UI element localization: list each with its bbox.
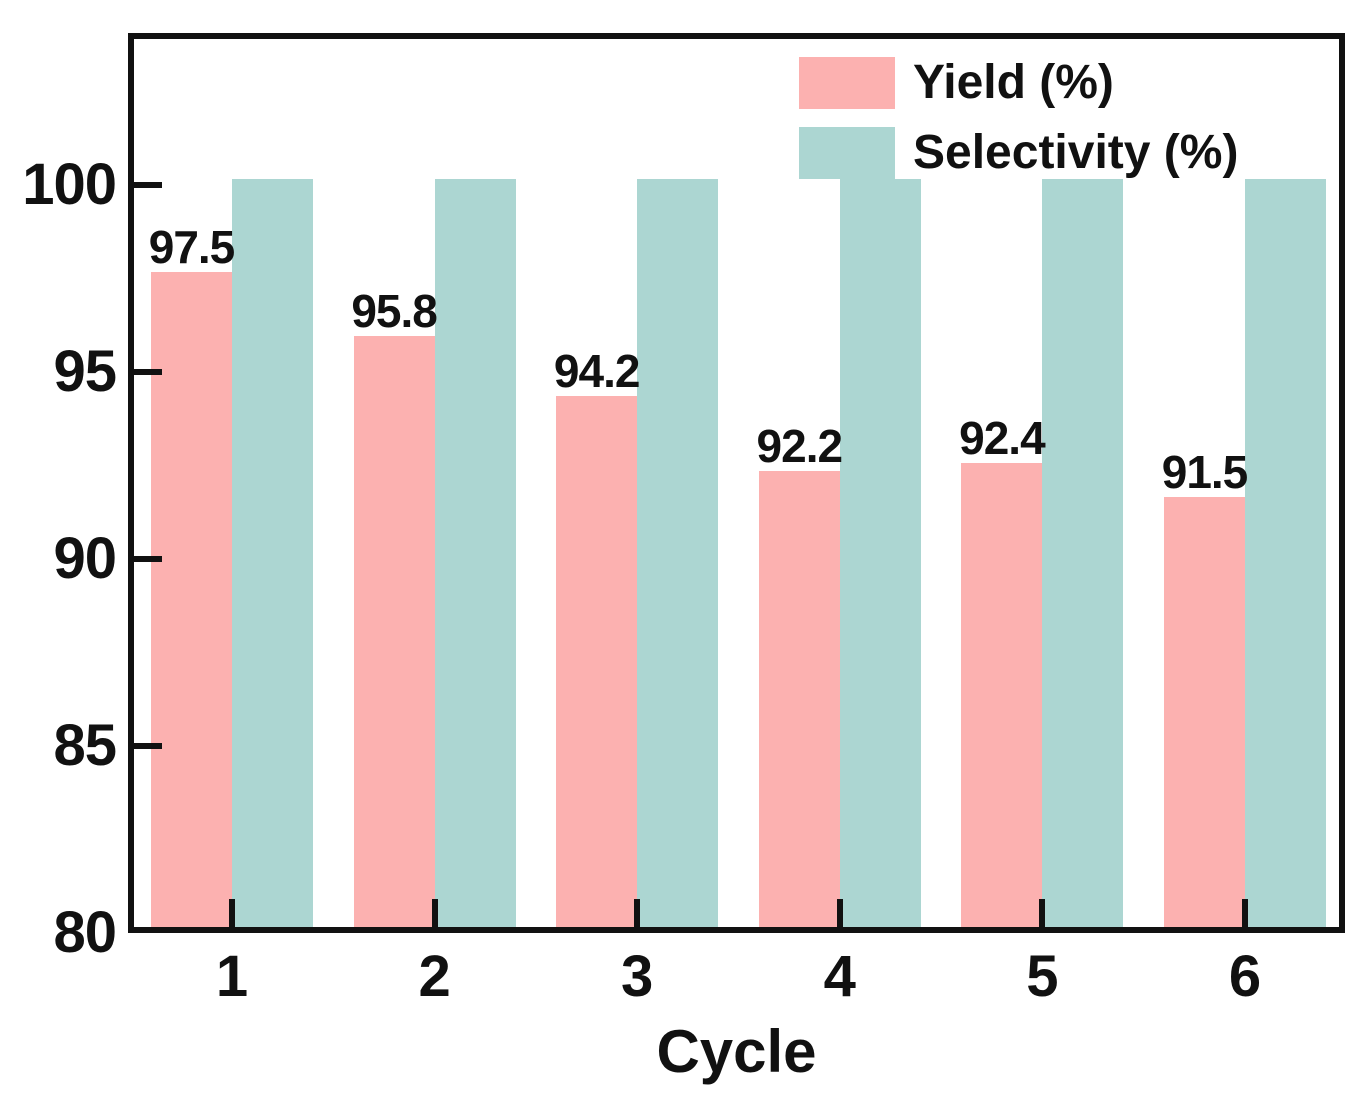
yield-swatch — [799, 57, 895, 109]
x-tick-label: 5 — [1026, 944, 1059, 1009]
x-tick-label: 2 — [418, 944, 451, 1009]
x-tick-label: 6 — [1228, 944, 1262, 1009]
yield-bar — [758, 470, 840, 927]
yield-bar — [1164, 496, 1245, 927]
plot-area: Yield (%) Selectivity (%) — [128, 33, 1345, 933]
x-tick-mark — [836, 899, 843, 927]
x-tick-mark — [229, 899, 235, 927]
x-tick-mark — [634, 899, 641, 927]
legend-label: Yield (%) — [913, 56, 1114, 109]
y-tick-mark — [134, 742, 162, 749]
y-tick-label: 100 — [22, 151, 117, 217]
bar-value-label: 92.4 — [959, 412, 1046, 465]
x-tick-mark — [1039, 899, 1046, 927]
y-tick-mark — [134, 368, 162, 375]
y-tick-label: 85 — [53, 712, 117, 778]
legend: Yield (%) Selectivity (%) — [799, 57, 1238, 179]
legend-row: Selectivity (%) — [799, 127, 1238, 179]
legend-label: Selectivity (%) — [913, 126, 1239, 179]
legend-row: Yield (%) — [799, 57, 1238, 109]
y-tick-mark — [134, 181, 162, 188]
y-tick-mark — [134, 555, 162, 562]
selectivity-bar — [1042, 178, 1124, 927]
x-tick-mark — [431, 899, 438, 927]
selectivity-swatch — [799, 127, 895, 179]
bar-value-label: 92.2 — [756, 419, 844, 472]
yield-bar — [961, 463, 1043, 927]
selectivity-bar — [637, 178, 719, 927]
y-tick-label: 80 — [53, 900, 117, 965]
x-axis-title: Cycle — [656, 1018, 817, 1085]
yield-bar — [556, 395, 638, 927]
yield-bar — [353, 335, 435, 927]
x-tick-label: 4 — [823, 944, 856, 1009]
bar-value-label: 97.5 — [148, 221, 236, 274]
y-tick-label: 95 — [53, 338, 117, 404]
x-tick-mark — [1242, 899, 1248, 927]
x-tick-label: 1 — [215, 944, 249, 1009]
selectivity-bar — [434, 178, 516, 927]
selectivity-bar — [232, 178, 313, 927]
y-tick-label: 90 — [53, 525, 117, 591]
x-tick-label: 3 — [621, 944, 654, 1009]
bar-value-label: 94.2 — [553, 344, 641, 397]
selectivity-bar — [839, 178, 921, 927]
bars-layer — [134, 39, 1339, 927]
bar-value-label: 95.8 — [351, 284, 438, 337]
selectivity-bar — [1245, 178, 1326, 927]
bar-value-label: 91.5 — [1161, 445, 1249, 498]
tick-marks-layer — [134, 39, 1339, 927]
yield-bar — [151, 272, 232, 927]
